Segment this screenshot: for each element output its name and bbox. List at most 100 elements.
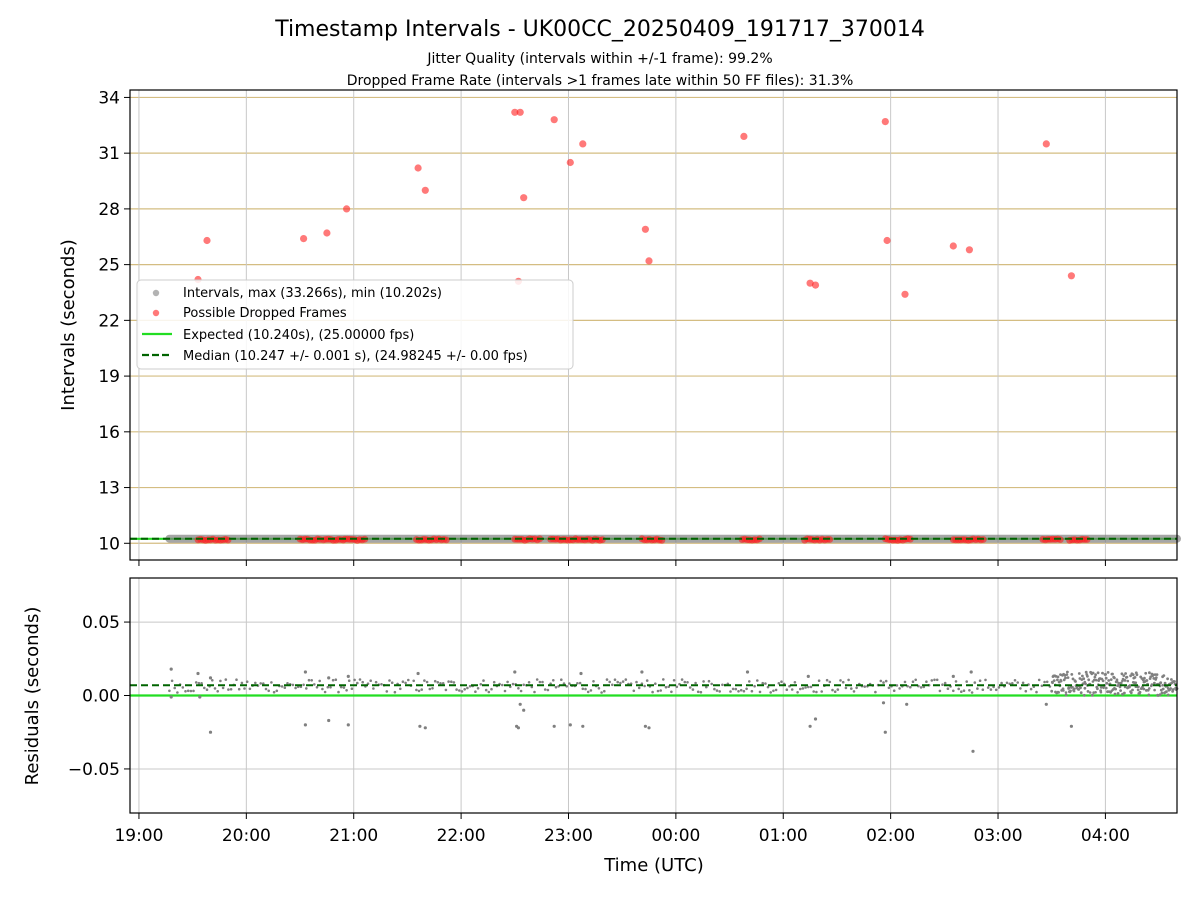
- x-tick-label: 20:00: [222, 826, 271, 846]
- residual-point: [1122, 674, 1126, 677]
- residual-point: [568, 723, 572, 727]
- residuals-x-ticks: 19:00 20:00 21:00 22:00 23:00 00:00 01:00 02:00…: [114, 813, 1130, 846]
- dropped-frame-point: [806, 279, 814, 287]
- residual-point: [739, 688, 743, 692]
- residual-point: [1094, 673, 1097, 677]
- residual-point: [1143, 676, 1146, 680]
- residual-point: [245, 680, 249, 683]
- residual-point: [1082, 693, 1086, 697]
- residual-point: [745, 687, 748, 691]
- residual-point: [691, 688, 695, 691]
- residual-point: [922, 685, 926, 689]
- residual-point: [345, 689, 348, 692]
- residual-point: [1104, 676, 1108, 680]
- residual-point: [715, 689, 719, 692]
- residual-point: [423, 679, 426, 682]
- residual-point: [707, 679, 711, 683]
- residual-point: [597, 687, 601, 690]
- residual-point: [1106, 690, 1109, 694]
- residual-point: [600, 691, 603, 694]
- residual-point: [731, 687, 735, 691]
- residual-point: [1040, 684, 1044, 688]
- residual-point: [1119, 689, 1122, 692]
- residual-point: [766, 685, 770, 689]
- residual-point: [984, 678, 987, 682]
- residual-point: [796, 691, 799, 694]
- dropped-frame-point: [203, 236, 211, 245]
- residual-point: [1084, 670, 1088, 674]
- residual-point: [951, 674, 955, 679]
- residual-point: [645, 679, 649, 682]
- residual-point: [756, 679, 759, 682]
- residual-point: [439, 682, 442, 685]
- residual-point: [1056, 678, 1059, 682]
- residual-point: [1138, 690, 1142, 694]
- intervals-y-tick-label: 10: [98, 534, 120, 554]
- dropped-frame-point: [414, 164, 422, 172]
- residual-point: [416, 671, 420, 676]
- residual-point: [699, 690, 703, 694]
- residual-point: [718, 690, 721, 693]
- residual-point: [565, 685, 568, 688]
- x-axis-label: Time (UTC): [603, 855, 704, 876]
- residual-point: [892, 689, 896, 692]
- dropped-frame-point: [1067, 272, 1075, 280]
- residual-point: [1066, 676, 1070, 679]
- residual-point: [836, 688, 840, 691]
- residual-point: [769, 691, 772, 694]
- residual-point: [729, 690, 732, 693]
- residual-point: [420, 688, 424, 691]
- residual-point: [417, 689, 421, 693]
- residual-point: [1069, 689, 1072, 693]
- residual-point: [415, 688, 418, 692]
- residual-point: [1091, 693, 1094, 697]
- residual-point: [168, 689, 171, 693]
- residual-point: [527, 681, 531, 684]
- residual-point: [656, 689, 660, 693]
- residual-point: [989, 688, 993, 691]
- chart-title: Timestamp Intervals - UK00CC_20250409_19…: [274, 17, 925, 42]
- residual-point: [200, 682, 203, 685]
- residual-point: [337, 690, 340, 694]
- residual-point: [310, 679, 314, 682]
- residual-point: [302, 683, 305, 687]
- residual-point: [1082, 677, 1086, 681]
- residual-point: [1086, 690, 1090, 693]
- residual-point: [1083, 686, 1087, 690]
- residual-point: [401, 680, 405, 683]
- residual-point: [436, 681, 440, 684]
- residual-point: [1147, 693, 1151, 697]
- residual-point: [361, 680, 365, 684]
- residual-point: [522, 708, 526, 712]
- residual-point: [254, 681, 257, 685]
- residual-point: [611, 683, 614, 687]
- residual-point: [543, 688, 547, 691]
- residual-point: [978, 679, 982, 682]
- dropped-frame-point: [300, 235, 308, 243]
- residual-point: [1114, 687, 1117, 691]
- residual-point: [1161, 687, 1165, 691]
- residual-point: [227, 688, 230, 691]
- residual-point: [1104, 673, 1107, 676]
- residual-point: [327, 676, 331, 680]
- residual-point: [272, 690, 276, 694]
- residual-point: [1077, 688, 1081, 691]
- residual-point: [1116, 692, 1120, 695]
- residual-point: [487, 690, 491, 694]
- x-tick-label: 04:00: [1081, 826, 1130, 846]
- residual-point: [968, 689, 971, 692]
- residual-point: [353, 678, 356, 682]
- residual-point: [522, 683, 525, 687]
- residual-point: [1123, 685, 1127, 689]
- residual-point: [686, 681, 689, 684]
- residual-point: [560, 678, 563, 681]
- residual-point: [1052, 679, 1056, 682]
- x-tick-label: 21:00: [329, 826, 378, 846]
- residual-point: [903, 680, 907, 684]
- dropped-frame-point: [511, 108, 519, 116]
- residual-point: [484, 688, 488, 692]
- residual-point: [651, 690, 654, 694]
- x-tick-label: 02:00: [866, 826, 915, 846]
- residual-point: [1000, 681, 1003, 685]
- residual-point: [479, 683, 483, 686]
